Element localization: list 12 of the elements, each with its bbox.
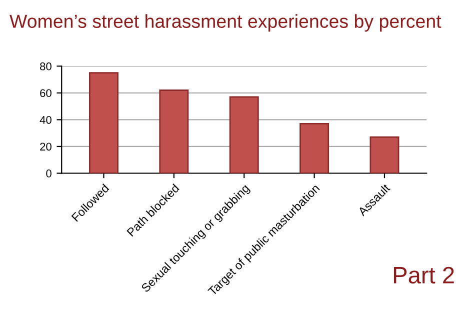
y-tick-label: 60 xyxy=(40,89,52,98)
y-tick-label: 0 xyxy=(46,170,52,178)
y-tick-label: 40 xyxy=(40,116,52,124)
y-tick-label: 20 xyxy=(40,142,52,151)
bar xyxy=(370,136,400,174)
y-tick-label: 80 xyxy=(40,62,52,70)
chart-title: Women’s street harassment experiences by percent xyxy=(10,14,442,32)
bar xyxy=(300,123,330,174)
bar xyxy=(89,72,118,174)
text: Part 2 xyxy=(394,266,454,284)
bar xyxy=(159,90,189,174)
bar xyxy=(229,96,259,174)
